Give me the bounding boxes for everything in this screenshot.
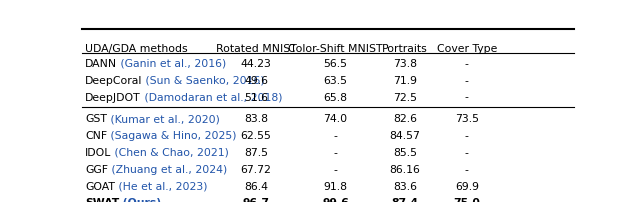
Text: -: -	[333, 130, 337, 140]
Text: -: -	[465, 130, 469, 140]
Text: GGF: GGF	[85, 164, 108, 174]
Text: 62.55: 62.55	[241, 130, 271, 140]
Text: 73.5: 73.5	[455, 114, 479, 123]
Text: 74.0: 74.0	[323, 114, 348, 123]
Text: (Zhuang et al., 2024): (Zhuang et al., 2024)	[108, 164, 227, 174]
Text: 87.5: 87.5	[244, 147, 268, 157]
Text: 56.5: 56.5	[323, 58, 348, 68]
Text: Rotated MNIST: Rotated MNIST	[216, 44, 296, 54]
Text: 71.9: 71.9	[393, 75, 417, 85]
Text: -: -	[465, 164, 469, 174]
Text: UDA/GDA methods: UDA/GDA methods	[85, 44, 188, 54]
Text: 83.6: 83.6	[393, 181, 417, 191]
Text: 75.0: 75.0	[454, 198, 480, 202]
Text: 83.8: 83.8	[244, 114, 268, 123]
Text: -: -	[465, 75, 469, 85]
Text: -: -	[465, 58, 469, 68]
Text: 86.16: 86.16	[390, 164, 420, 174]
Text: (Kumar et al., 2020): (Kumar et al., 2020)	[107, 114, 220, 123]
Text: Cover Type: Cover Type	[436, 44, 497, 54]
Text: GST: GST	[85, 114, 107, 123]
Text: 84.57: 84.57	[390, 130, 420, 140]
Text: -: -	[465, 92, 469, 102]
Text: 51.6: 51.6	[244, 92, 268, 102]
Text: 91.8: 91.8	[323, 181, 348, 191]
Text: (Sagawa & Hino, 2025): (Sagawa & Hino, 2025)	[107, 130, 237, 140]
Text: -: -	[333, 164, 337, 174]
Text: (He et al., 2023): (He et al., 2023)	[115, 181, 207, 191]
Text: 44.23: 44.23	[241, 58, 271, 68]
Text: 86.4: 86.4	[244, 181, 268, 191]
Text: (Chen & Chao, 2021): (Chen & Chao, 2021)	[111, 147, 229, 157]
Text: (Ours): (Ours)	[119, 198, 161, 202]
Text: DANN: DANN	[85, 58, 117, 68]
Text: 69.9: 69.9	[455, 181, 479, 191]
Text: (Damodaran et al., 2018): (Damodaran et al., 2018)	[141, 92, 282, 102]
Text: DeepJDOT: DeepJDOT	[85, 92, 141, 102]
Text: IDOL: IDOL	[85, 147, 111, 157]
Text: -: -	[333, 147, 337, 157]
Text: (Ganin et al., 2016): (Ganin et al., 2016)	[117, 58, 227, 68]
Text: 65.8: 65.8	[323, 92, 348, 102]
Text: DeepCoral: DeepCoral	[85, 75, 142, 85]
Text: -: -	[465, 147, 469, 157]
Text: GOAT: GOAT	[85, 181, 115, 191]
Text: 87.4: 87.4	[392, 198, 419, 202]
Text: Color-Shift MNIST: Color-Shift MNIST	[288, 44, 383, 54]
Text: 73.8: 73.8	[393, 58, 417, 68]
Text: SWAT: SWAT	[85, 198, 119, 202]
Text: CNF: CNF	[85, 130, 107, 140]
Text: 49.6: 49.6	[244, 75, 268, 85]
Text: 82.6: 82.6	[393, 114, 417, 123]
Text: 63.5: 63.5	[323, 75, 348, 85]
Text: 72.5: 72.5	[393, 92, 417, 102]
Text: 67.72: 67.72	[241, 164, 271, 174]
Text: 85.5: 85.5	[393, 147, 417, 157]
Text: 96.7: 96.7	[243, 198, 269, 202]
Text: (Sun & Saenko, 2016): (Sun & Saenko, 2016)	[142, 75, 265, 85]
Text: 99.6: 99.6	[322, 198, 349, 202]
Text: Portraits: Portraits	[382, 44, 428, 54]
